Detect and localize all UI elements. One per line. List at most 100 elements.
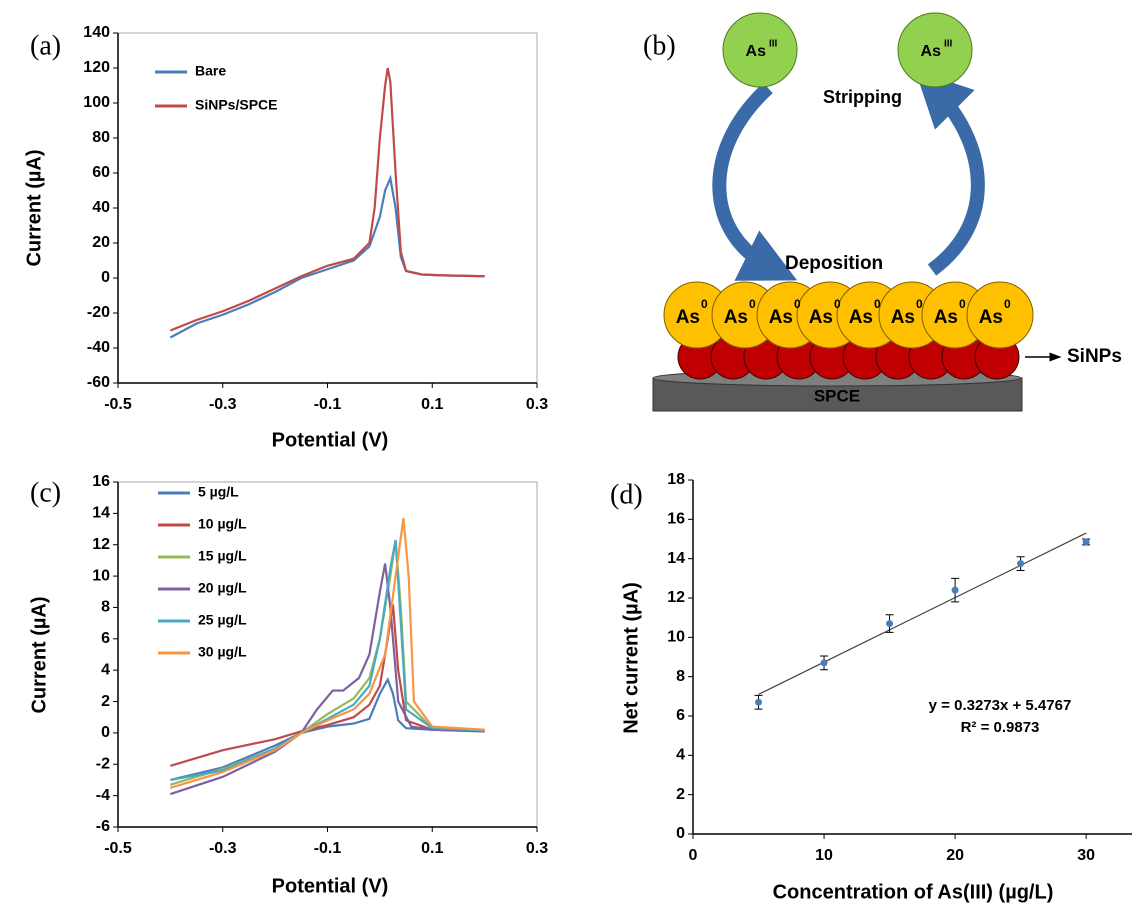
x-axis-title: Concentration of As(III) (µg/L) (773, 881, 1054, 903)
y-tick-label: 2 (676, 786, 685, 803)
plot-frame (117, 32, 538, 384)
y-tick-label: 20 (92, 234, 110, 251)
x-tick-label: 10 (815, 847, 833, 864)
y-tick-label: 40 (92, 199, 110, 216)
x-tick-label: 0.1 (421, 396, 443, 413)
deposition-label: Deposition (785, 253, 883, 274)
legend-label: 5 µg/L (198, 484, 239, 500)
y-tick-label: 8 (101, 599, 110, 616)
atom-charge: 0 (874, 297, 881, 311)
y-tick-label: 8 (676, 668, 685, 685)
ion (897, 12, 973, 88)
x-tick-label: 0.3 (526, 396, 548, 413)
y-tick-label: -2 (96, 755, 110, 772)
y-tick-label: -4 (96, 787, 110, 804)
x-tick-label: 20 (946, 847, 964, 864)
y-tick-label: 18 (667, 471, 685, 488)
data-point (820, 659, 828, 667)
y-tick-label: 12 (92, 536, 110, 553)
legend-label: 25 µg/L (198, 612, 247, 628)
data-line (170, 539, 485, 782)
y-tick-label: 100 (83, 94, 110, 111)
data-line (170, 539, 485, 786)
panel-label: (b) (643, 30, 676, 61)
atom-charge: 0 (834, 297, 841, 311)
data-point (951, 586, 959, 594)
atom-charge: 0 (916, 297, 923, 311)
x-tick-label: 30 (1077, 847, 1095, 864)
x-tick-label: -0.3 (209, 396, 237, 413)
ion-symbol: As (746, 43, 767, 60)
y-tick-label: 120 (83, 59, 110, 76)
legend-label: Bare (195, 63, 226, 79)
y-tick-label: 0 (101, 724, 110, 741)
y-tick-label: 4 (676, 747, 685, 764)
atom-charge: 0 (1004, 297, 1011, 311)
panel-label: (a) (30, 30, 61, 61)
atom-symbol: As (934, 307, 958, 328)
atom-symbol: As (676, 307, 700, 328)
y-axis-title: Current (µA) (28, 596, 50, 713)
x-tick-label: 0.3 (526, 840, 548, 857)
legend-label: 15 µg/L (198, 548, 247, 564)
atom-symbol: As (891, 307, 915, 328)
atom-symbol: As (724, 307, 748, 328)
layer-label: SiNPs (1067, 346, 1122, 367)
data-point (755, 698, 763, 706)
x-tick-label: -0.1 (314, 840, 342, 857)
y-tick-label: 4 (101, 661, 110, 678)
atom-charge: 0 (959, 297, 966, 311)
y-tick-label: 0 (101, 269, 110, 286)
data-line (169, 67, 485, 332)
x-tick-label: 0.1 (421, 840, 443, 857)
x-tick-label: -0.5 (104, 396, 132, 413)
y-tick-label: -20 (87, 304, 110, 321)
y-tick-label: 60 (92, 164, 110, 181)
ion-charge: III (944, 39, 953, 50)
y-tick-label: 16 (667, 511, 685, 528)
x-tick-label: 0 (689, 847, 698, 864)
panel-label: (c) (30, 477, 61, 508)
annotation: y = 0.3273x + 5.4767 (929, 697, 1072, 714)
y-tick-label: 2 (101, 693, 110, 710)
atom-symbol: As (979, 307, 1003, 328)
atom-symbol: As (809, 307, 833, 328)
ion-charge: III (769, 39, 778, 50)
y-tick-label: 14 (667, 550, 685, 567)
data-point (886, 620, 894, 628)
legend-label: 10 µg/L (198, 516, 247, 532)
y-tick-label: 12 (667, 589, 685, 606)
y-tick-label: 10 (92, 567, 110, 584)
data-line (170, 517, 485, 789)
y-tick-label: -6 (96, 818, 110, 835)
atom-symbol: As (769, 307, 793, 328)
ion (722, 12, 798, 88)
atom (966, 281, 1034, 349)
data-line (170, 563, 485, 796)
ion-symbol: As (921, 43, 942, 60)
electrode-label: SPCE (814, 386, 860, 405)
x-axis-title: Potential (V) (272, 875, 389, 897)
x-axis-title: Potential (V) (272, 429, 389, 451)
y-tick-label: 6 (101, 630, 110, 647)
data-line (170, 604, 485, 767)
data-point (1082, 538, 1090, 546)
x-tick-label: -0.5 (104, 840, 132, 857)
deposition-arrow (712, 82, 798, 281)
y-tick-label: 10 (667, 629, 685, 646)
atom-charge: 0 (749, 297, 756, 311)
legend-label: 20 µg/L (198, 580, 247, 596)
data-line (170, 676, 485, 782)
stripping-arrow (915, 70, 985, 276)
y-tick-label: -40 (87, 339, 110, 356)
stripping-label: Stripping (823, 87, 902, 107)
data-point (1017, 560, 1025, 568)
x-tick-label: -0.1 (314, 396, 342, 413)
y-tick-label: 6 (676, 707, 685, 724)
atom-charge: 0 (794, 297, 801, 311)
y-axis-title: Net current (µA) (620, 582, 642, 734)
y-tick-label: -60 (87, 374, 110, 391)
legend-label: SiNPs/SPCE (195, 97, 277, 113)
